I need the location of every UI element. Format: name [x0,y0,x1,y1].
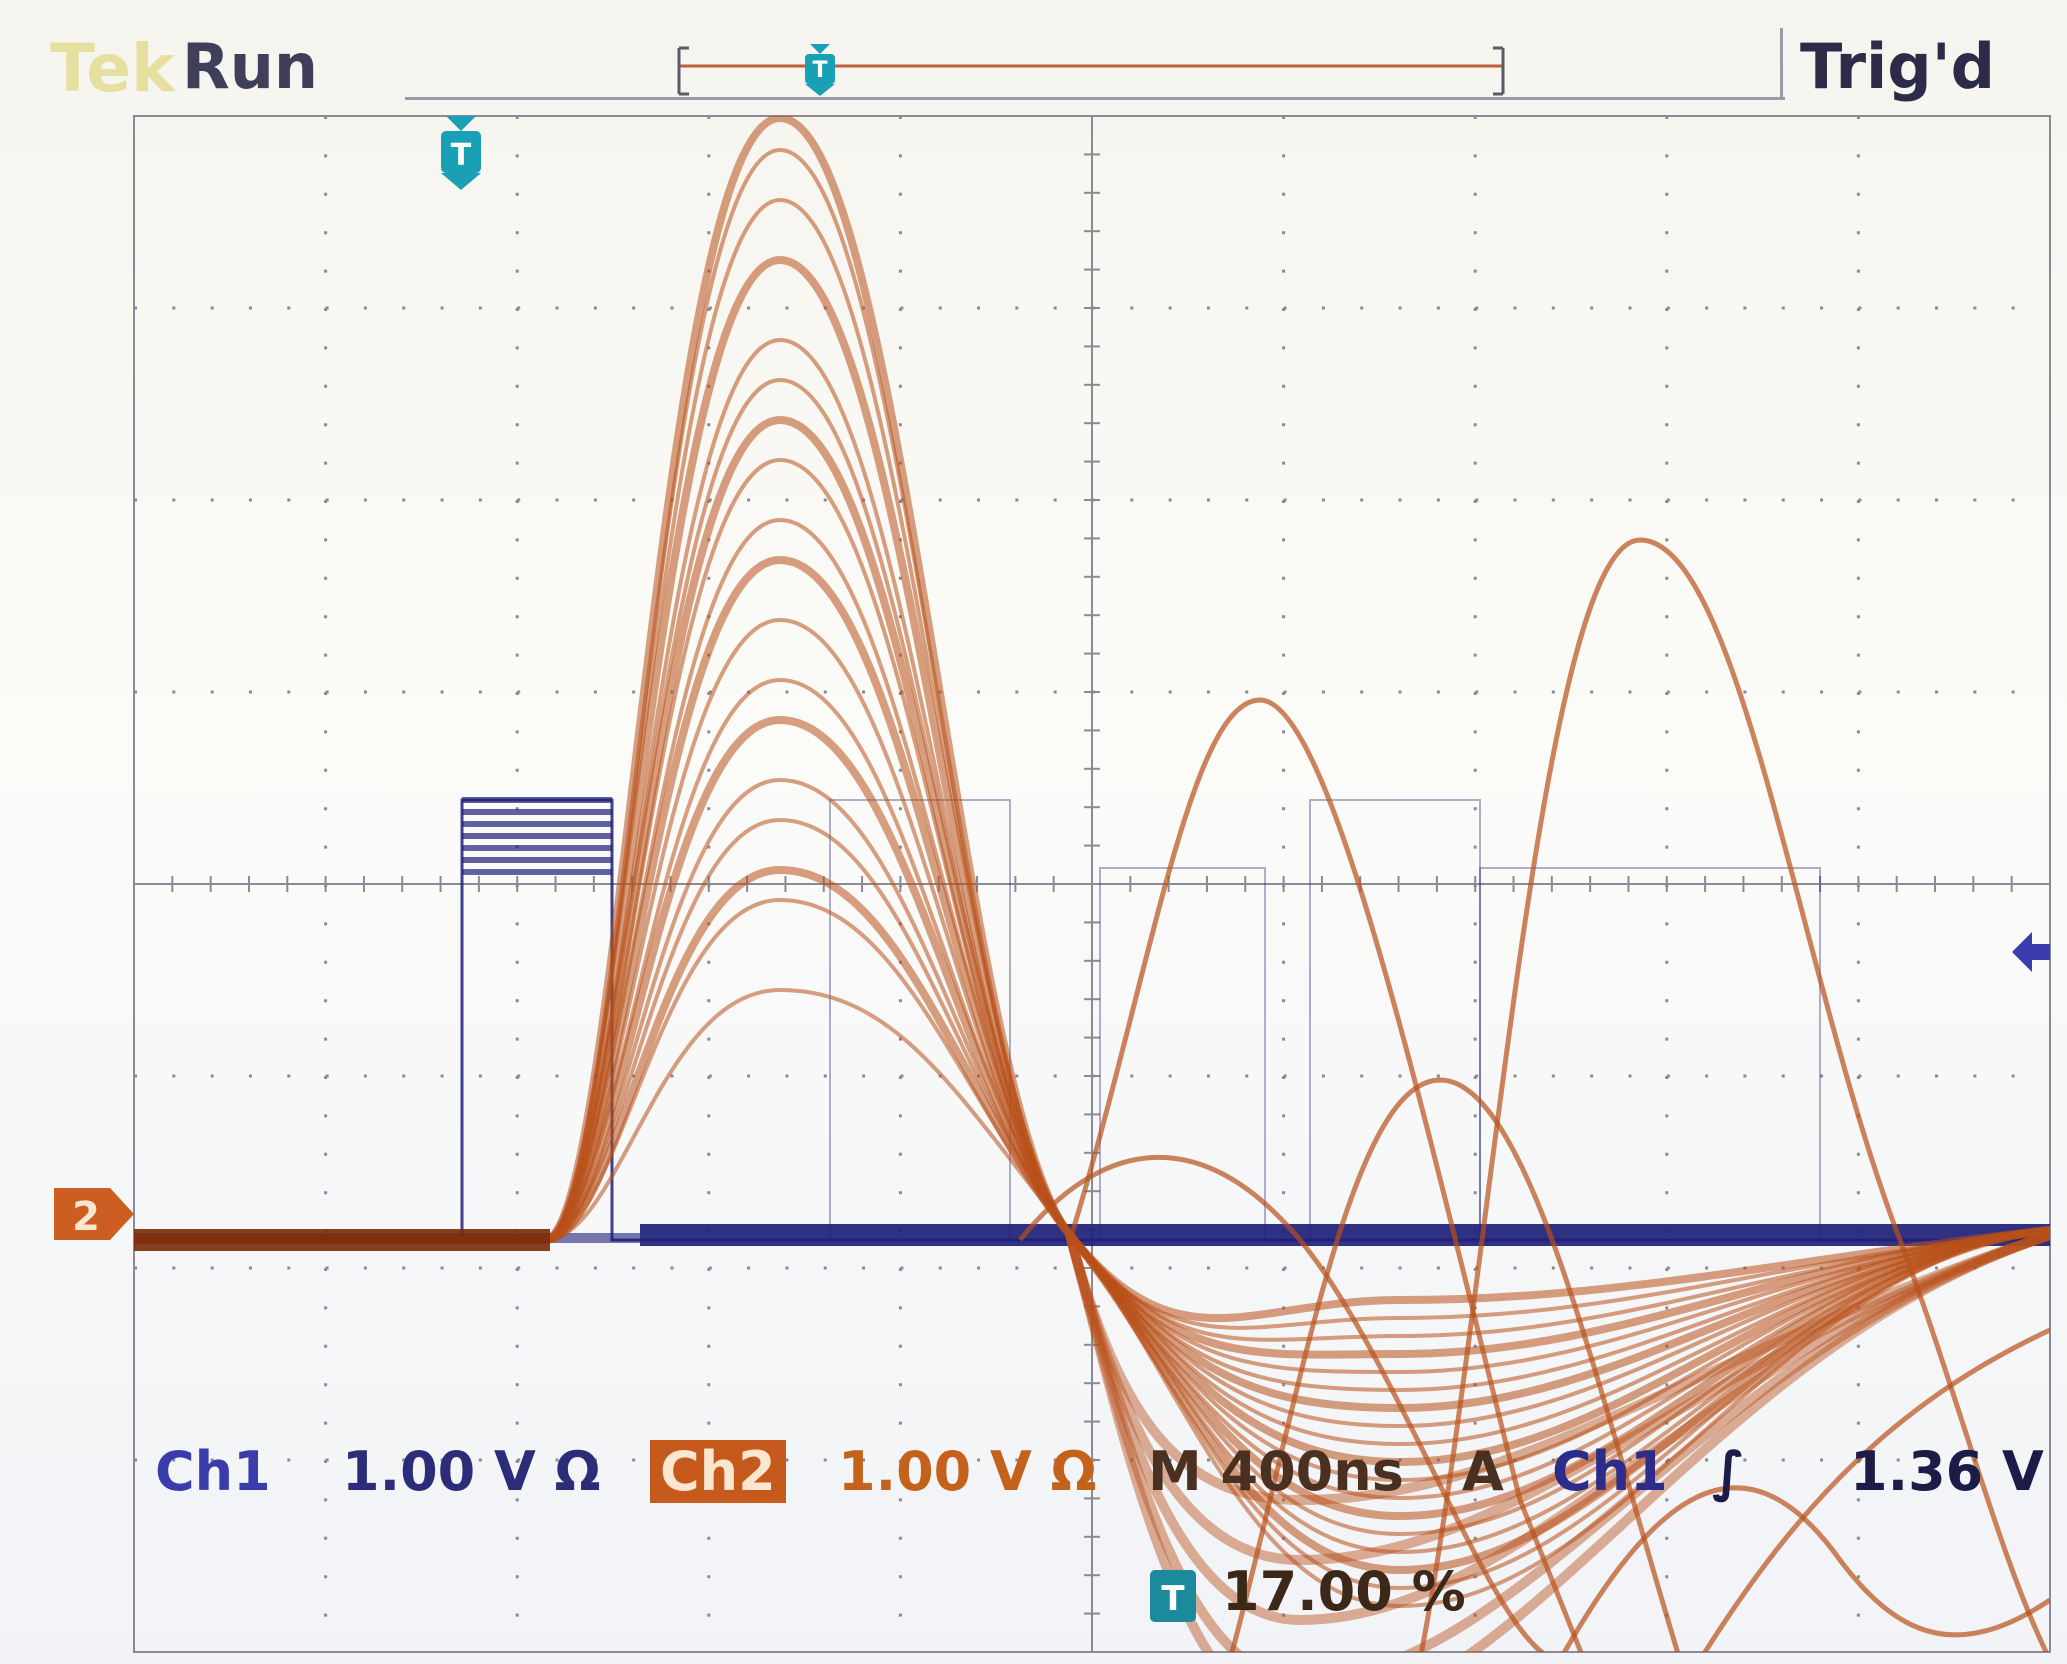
ch1-label: Ch1 [155,1440,271,1503]
trigger-channel: Ch1 [1552,1440,1668,1503]
ch2-ground-marker: 2 [54,1188,134,1240]
acquisition-status: Run [182,30,319,103]
trigger-level: 1.36 V [1850,1440,2044,1503]
trigger-level-arrow-icon [2012,932,2050,972]
ch2-scale: 1.00 V Ω [838,1440,1097,1503]
ch2-ground-label: 2 [72,1194,100,1240]
ch2-waveform [134,116,2050,1652]
svg-text:T: T [451,138,472,173]
svg-text:T: T [812,58,827,83]
brand-logo: Tek [50,30,175,107]
header-divider [405,97,1785,100]
graticule [133,115,2051,1653]
svg-text:T: T [1161,1579,1185,1619]
trigger-source-prefix: A [1462,1440,1504,1503]
ch1-scale: 1.00 V Ω [342,1440,601,1503]
trigger-position-readout: 17.00 % [1222,1560,1466,1623]
trigger-status: Trig'd [1800,30,1996,103]
trigger-status-frame [1780,28,2067,98]
horizontal-position-icon: T [1150,1570,1196,1622]
trigger-slope-icon: ∫ [1712,1440,1745,1503]
ch2-label: Ch2 [650,1440,786,1503]
timebase-readout: M 400ns [1148,1440,1404,1503]
record-view-bar: T [677,44,1505,96]
record-trigger-icon: T [805,44,835,96]
trigger-position-icon: T [441,116,481,190]
